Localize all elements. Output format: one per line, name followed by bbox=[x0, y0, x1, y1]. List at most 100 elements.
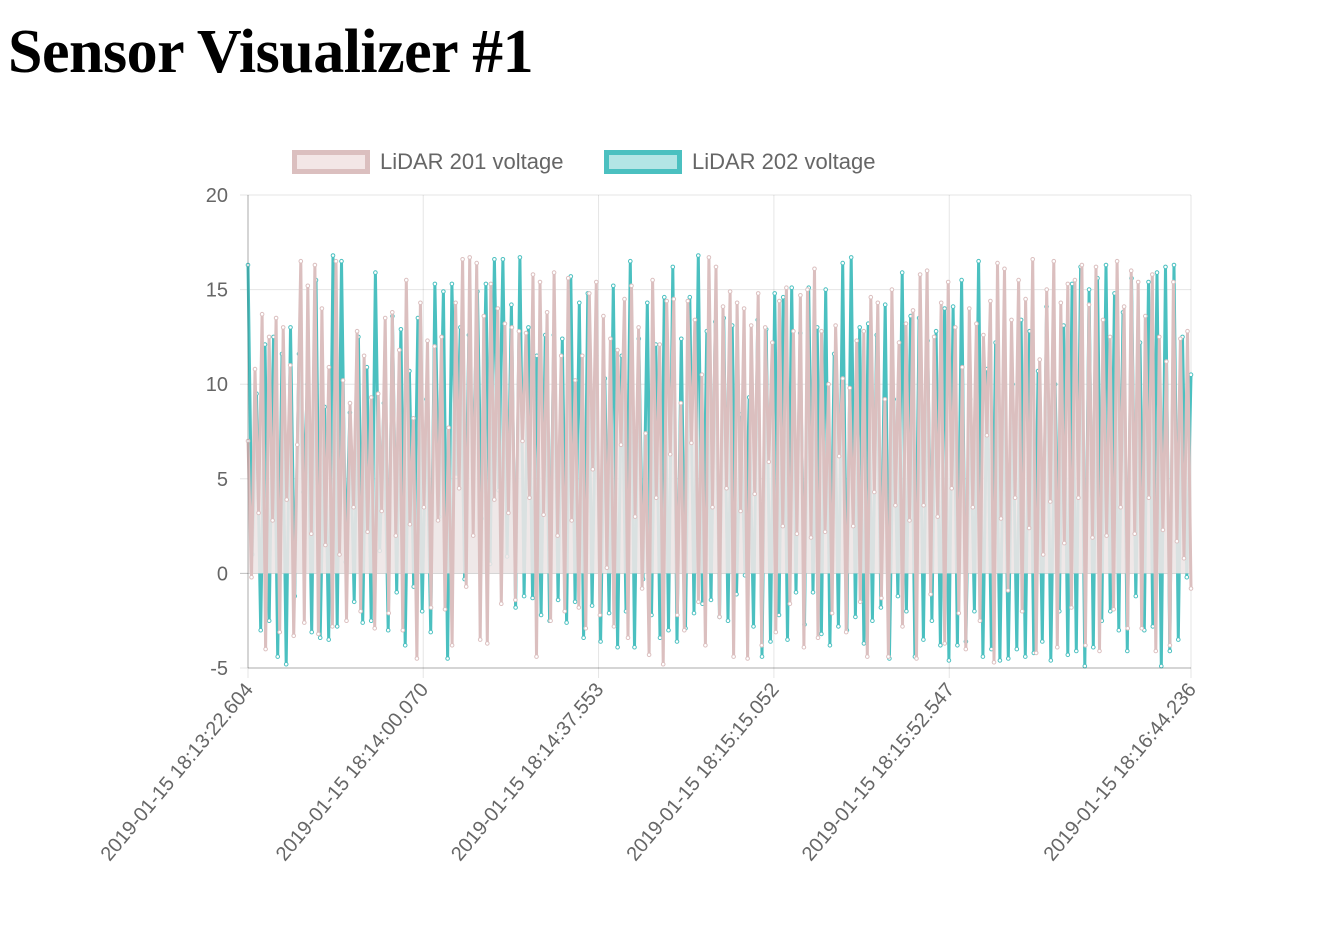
series-point-2 bbox=[1014, 646, 1020, 652]
series-point-2 bbox=[615, 644, 620, 650]
series-point-1 bbox=[1058, 300, 1064, 306]
series-point-1 bbox=[273, 315, 279, 321]
series-point-1 bbox=[706, 255, 712, 260]
series-point-1 bbox=[569, 518, 575, 523]
series-point-1 bbox=[727, 289, 733, 294]
series-point-1 bbox=[372, 626, 378, 631]
series-point-2 bbox=[611, 283, 616, 289]
series-point-1 bbox=[974, 321, 979, 327]
series-point-1 bbox=[280, 325, 286, 330]
legend-item-series-2[interactable]: LiDAR 202 voltage bbox=[604, 146, 875, 178]
series-point-2 bbox=[517, 255, 523, 260]
legend-swatch-series-1 bbox=[292, 150, 370, 174]
series-point-2 bbox=[1188, 372, 1194, 378]
series-point-1 bbox=[583, 626, 589, 631]
series-point-1 bbox=[773, 629, 779, 635]
series-point-1 bbox=[731, 654, 736, 659]
series-point-1 bbox=[981, 332, 986, 338]
series-point-1 bbox=[375, 391, 381, 397]
series-point-1 bbox=[432, 344, 437, 349]
series-point-1 bbox=[316, 631, 321, 637]
series-point-1 bbox=[495, 306, 501, 311]
series-point-1 bbox=[801, 644, 807, 650]
series-point-1 bbox=[1062, 540, 1067, 546]
series-point-1 bbox=[1033, 650, 1039, 656]
chart-legend: LiDAR 201 voltage LiDAR 202 voltage bbox=[0, 146, 1318, 178]
series-point-1 bbox=[667, 451, 673, 457]
series-point-1 bbox=[850, 523, 856, 529]
series-point-1 bbox=[368, 395, 374, 400]
series-point-1 bbox=[861, 328, 867, 334]
series-point-1 bbox=[664, 298, 670, 304]
series-point-1 bbox=[875, 300, 881, 306]
series-point-1 bbox=[1128, 268, 1134, 274]
series-point-1 bbox=[928, 591, 933, 597]
series-point-2 bbox=[368, 618, 374, 624]
series-point-1 bbox=[351, 504, 356, 510]
y-tick-label: 15 bbox=[206, 280, 228, 302]
series-point-1 bbox=[390, 310, 395, 315]
series-point-2 bbox=[1091, 644, 1096, 650]
series-point-2 bbox=[1146, 279, 1151, 285]
series-point-2 bbox=[976, 258, 981, 264]
series-point-2 bbox=[577, 300, 582, 306]
series-point-1 bbox=[685, 298, 691, 304]
y-tick-label: 0 bbox=[217, 563, 228, 585]
series-point-1 bbox=[917, 272, 923, 277]
series-point-1 bbox=[1171, 279, 1176, 285]
series-point-1 bbox=[1185, 328, 1190, 334]
series-point-1 bbox=[1114, 258, 1120, 264]
series-point-1 bbox=[572, 378, 578, 383]
series-point-1 bbox=[815, 635, 821, 641]
legend-item-series-1[interactable]: LiDAR 201 voltage bbox=[292, 146, 563, 178]
series-point-1 bbox=[1051, 258, 1057, 264]
series-point-2 bbox=[1082, 663, 1088, 669]
series-point-1 bbox=[738, 508, 743, 514]
series-point-2 bbox=[882, 302, 888, 308]
series-point-2 bbox=[492, 257, 497, 262]
series-point-1 bbox=[312, 262, 318, 268]
series-point-2 bbox=[1006, 656, 1011, 661]
series-point-1 bbox=[1086, 302, 1092, 308]
series-point-1 bbox=[777, 298, 782, 304]
series-point-1 bbox=[597, 612, 603, 618]
series-point-1 bbox=[326, 364, 332, 370]
series-point-1 bbox=[470, 533, 476, 538]
series-point-1 bbox=[1037, 357, 1042, 362]
series-point-1 bbox=[252, 366, 258, 372]
series-point-1 bbox=[689, 440, 694, 446]
series-point-2 bbox=[759, 654, 765, 659]
series-point-1 bbox=[506, 510, 511, 516]
series-point-2 bbox=[628, 258, 633, 264]
series-point-2 bbox=[1133, 593, 1139, 599]
series-point-1 bbox=[752, 491, 758, 497]
series-point-1 bbox=[537, 279, 543, 285]
series-point-2 bbox=[997, 658, 1003, 663]
series-point-2 bbox=[1086, 287, 1092, 292]
series-point-2 bbox=[1125, 648, 1130, 654]
series-point-1 bbox=[309, 531, 314, 537]
series-point-1 bbox=[956, 610, 962, 616]
series-point-1 bbox=[1118, 504, 1123, 510]
series-point-1 bbox=[439, 334, 444, 340]
series-point-1 bbox=[784, 285, 789, 291]
series-point-2 bbox=[929, 618, 935, 624]
series-point-1 bbox=[488, 281, 494, 287]
series-point-1 bbox=[608, 336, 613, 342]
series-point-1 bbox=[970, 504, 976, 510]
series-point-2 bbox=[687, 294, 693, 300]
series-point-1 bbox=[984, 433, 990, 438]
series-point-1 bbox=[991, 660, 997, 665]
series-point-1 bbox=[1005, 588, 1011, 593]
series-point-2 bbox=[933, 328, 939, 334]
series-point-1 bbox=[1065, 281, 1071, 287]
series-point-1 bbox=[798, 293, 803, 298]
series-point-1 bbox=[724, 486, 729, 491]
series-point-1 bbox=[509, 325, 515, 330]
series-point-1 bbox=[900, 624, 905, 629]
series-point-1 bbox=[1157, 334, 1162, 340]
series-point-2 bbox=[657, 635, 663, 641]
series-point-1 bbox=[826, 381, 831, 387]
series-point-2 bbox=[972, 608, 977, 614]
series-point-1 bbox=[646, 652, 652, 658]
